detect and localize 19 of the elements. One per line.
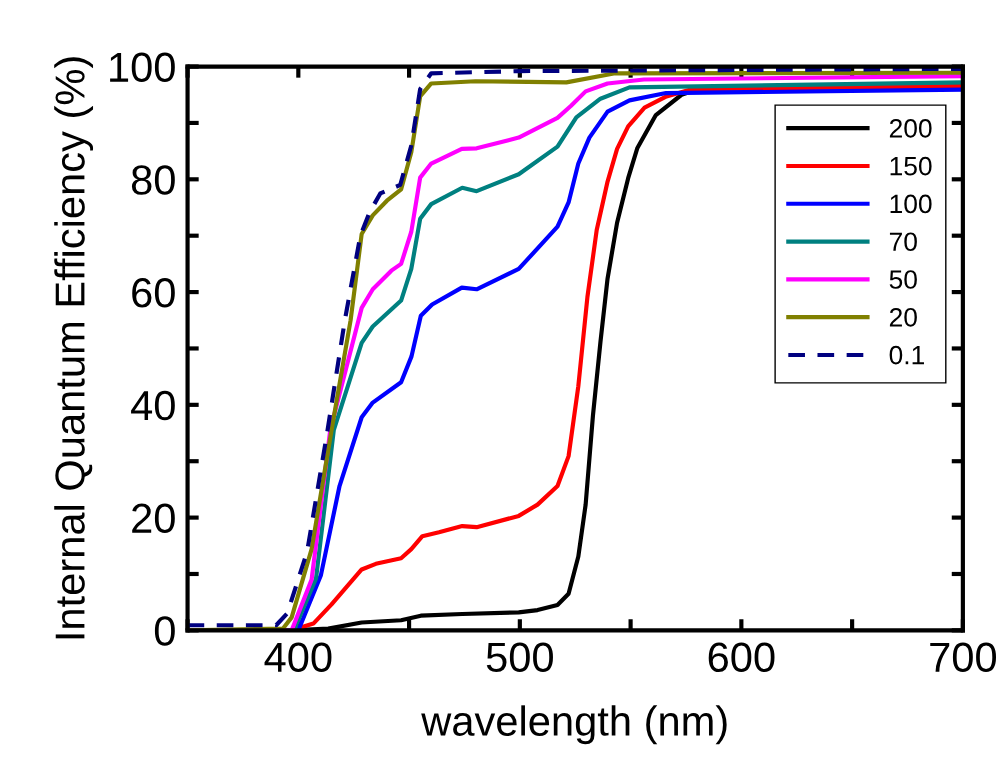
y-tick-label: 20: [132, 503, 175, 534]
legend-label: 100: [890, 194, 932, 214]
x-tick-label: 600: [708, 642, 775, 673]
y-tick-label: 100: [110, 52, 175, 83]
legend-label: 150: [890, 156, 932, 176]
legend-label: 20: [889, 307, 917, 327]
legend-label: 200: [889, 119, 932, 138]
legend-label: 0.1: [889, 345, 924, 365]
y-tick-label: 0: [154, 616, 175, 646]
x-axis-title: wavelength (nm): [421, 705, 727, 745]
y-tick-label: 80: [131, 165, 175, 195]
x-tick-label: 500: [486, 642, 553, 673]
legend-label: 70: [889, 232, 917, 252]
legend-label: 50: [889, 270, 917, 289]
x-tick-label: 700: [930, 642, 997, 673]
y-tick-label: 60: [132, 278, 175, 308]
y-axis-title: Internal Quantum Efficiency (%): [54, 57, 94, 639]
y-tick-label: 40: [131, 390, 175, 421]
x-tick-label: 400: [264, 642, 332, 673]
